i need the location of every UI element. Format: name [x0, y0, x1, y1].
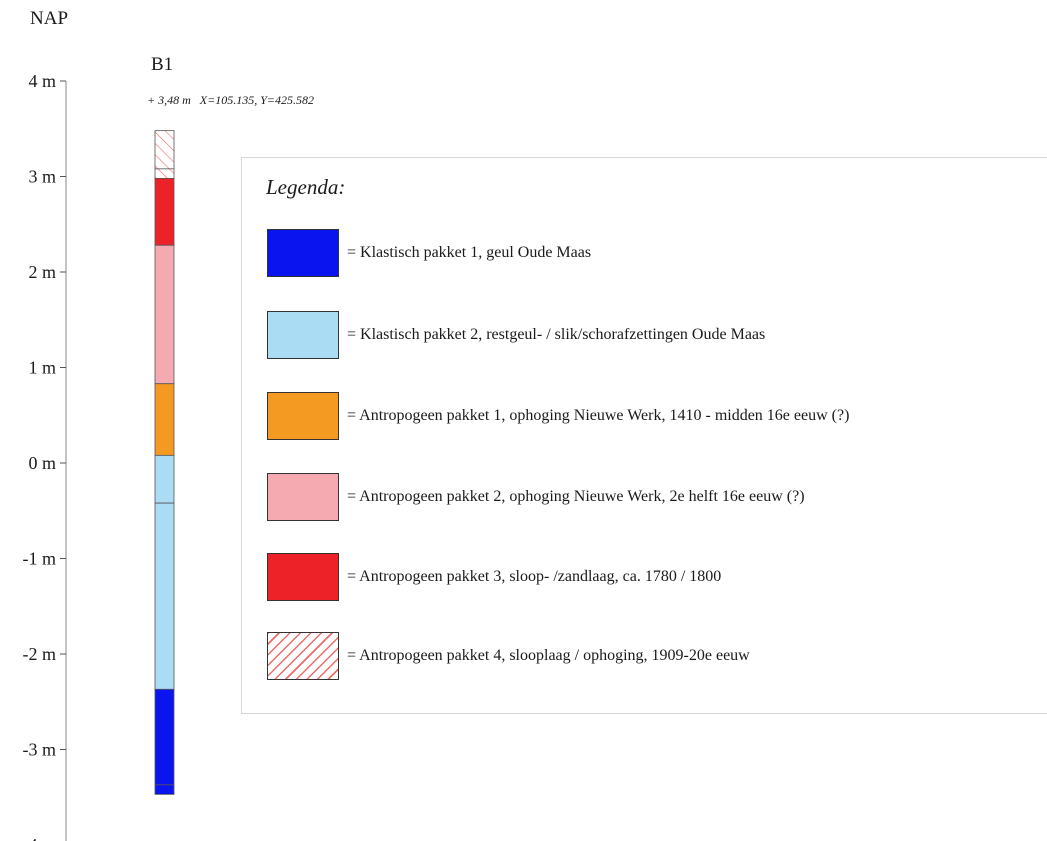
borehole-layer	[154, 454, 175, 504]
axis-tick-label: -2 m	[23, 644, 57, 664]
axis-label-nap: NAP	[30, 8, 69, 29]
axis-tick-label: 2 m	[28, 262, 56, 282]
legend-item: = Antropogeen pakket 2, ophoging Nieuwe …	[267, 473, 805, 521]
borehole-layer	[154, 130, 175, 170]
legend-swatch	[267, 553, 339, 601]
legend-swatch	[267, 229, 339, 277]
axis-tick-label: 4 m	[28, 71, 56, 91]
legend-label: = Antropogeen pakket 1, ophoging Nieuwe …	[347, 407, 850, 424]
borehole-meta: + 3,48 m X=105.135, Y=425.582	[147, 93, 314, 108]
axis-tick-label: -4 m	[23, 835, 57, 841]
borehole-layer	[154, 784, 175, 795]
legend-item: = Antropogeen pakket 1, ophoging Nieuwe …	[267, 392, 849, 440]
legend-item: = Antropogeen pakket 4, slooplaag / opho…	[267, 632, 750, 680]
axis-tick-label: 0 m	[28, 453, 56, 473]
legend-item: = Antropogeen pakket 3, sloop- /zandlaag…	[267, 553, 721, 601]
legend-swatch	[267, 473, 339, 521]
legend-swatch	[267, 632, 339, 680]
legend-label: = Klastisch pakket 1, geul Oude Maas	[347, 244, 592, 261]
borehole-layer	[154, 244, 175, 385]
depth-axis: 4 m 3 m 2 m 1 m 0 m -1 m -2 m -3 m -4 m	[23, 71, 67, 841]
axis-tick-label: 3 m	[28, 167, 56, 187]
legend-swatch	[267, 311, 339, 359]
legend-label: = Antropogeen pakket 2, ophoging Nieuwe …	[347, 488, 805, 505]
legend-label: = Klastisch pakket 2, restgeul- / slik/s…	[347, 326, 766, 343]
legend-title: Legenda:	[266, 175, 346, 199]
legend-item: = Klastisch pakket 1, geul Oude Maas	[267, 229, 591, 277]
borehole-coordinates: X=105.135, Y=425.582	[199, 93, 314, 107]
borehole-layer	[154, 688, 175, 786]
borehole-layer	[154, 383, 175, 456]
borehole-elevation: + 3,48 m	[147, 93, 191, 107]
borehole-layer	[154, 502, 175, 690]
borehole-layer	[154, 168, 175, 179]
axis-tick-label: -1 m	[23, 549, 57, 569]
borehole-column	[154, 130, 175, 795]
borehole-name: B1	[151, 54, 174, 75]
axis-tick-label: 1 m	[28, 358, 56, 378]
legend-swatch	[267, 392, 339, 440]
legend-item: = Klastisch pakket 2, restgeul- / slik/s…	[267, 311, 765, 359]
borehole-layer	[154, 178, 175, 246]
axis-tick-label: -3 m	[23, 740, 57, 760]
legend-label: = Antropogeen pakket 4, slooplaag / opho…	[347, 647, 750, 664]
legend-label: = Antropogeen pakket 3, sloop- /zandlaag…	[347, 568, 722, 585]
legend-box	[241, 157, 1047, 714]
